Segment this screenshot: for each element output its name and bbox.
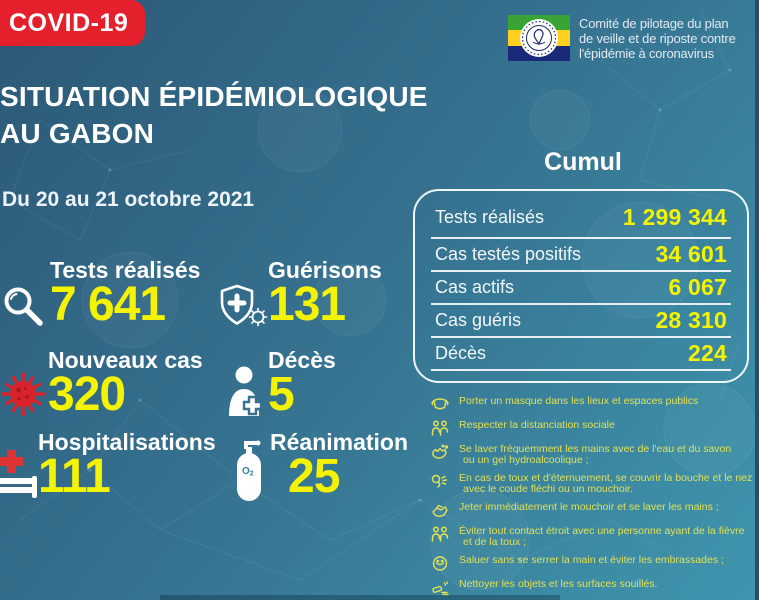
guideline-text: Porter un masque dans les lieux et espac… [459, 396, 698, 407]
guideline-item: Se laver fréquemment les mains avec de l… [430, 444, 759, 466]
stat-label: Décès [268, 347, 336, 373]
gabon-flag-icon [508, 15, 570, 61]
gabon-seal-icon [520, 19, 558, 57]
stat-value: 25 [288, 450, 340, 503]
guideline-text: Nettoyer les objets et les surfaces soui… [459, 579, 657, 590]
committee-logo: Comité de pilotage du plan de veille et … [508, 15, 736, 61]
cumul-row-label: Décès [435, 343, 487, 363]
stat-value: 131 [268, 278, 346, 331]
cumul-row-value: 1 299 344 [622, 203, 727, 230]
svg-text:O2: O2 [242, 466, 254, 478]
cumul-row-label: Tests réalisés [435, 206, 545, 227]
hand-washing-icon [430, 444, 450, 461]
stat-label: Tests réalisés [50, 257, 201, 283]
guideline-item: Nettoyer les objets et les surfaces soui… [430, 579, 759, 596]
bottom-strip [160, 595, 560, 600]
banner-label: COVID-19 [9, 8, 129, 37]
guideline-text: Éviter tout contact étroit avec une pers… [459, 526, 744, 548]
guideline-text: Jeter immédiatement le mouchoir et se la… [459, 502, 719, 513]
cough-elbow-icon [430, 473, 450, 490]
social-distancing-icon [430, 420, 450, 437]
page-title: SITUATION ÉPIDÉMIOLOGIQUE AU GABON [0, 78, 428, 152]
guideline-line: ou un gel hydroalcoolique ; [463, 454, 589, 466]
stat-guerisons: Guérisons 131 [218, 257, 382, 331]
cumul-row: Cas actifs 6 067 [431, 272, 731, 305]
guideline-line: Nettoyer les objets et les surfaces soui… [459, 578, 658, 590]
stat-hospitalisations: Hospitalisations 111 [0, 429, 216, 503]
guideline-item: En cas de toux et d'éternuement, se couv… [430, 473, 759, 495]
committee-name: Comité de pilotage du plan de veille et … [579, 16, 736, 61]
prevention-guidelines: Porter un masque dans les lieux et espac… [430, 396, 759, 600]
stat-label: Hospitalisations [38, 429, 216, 455]
stat-reanimation: O2 Réanimation 25 [236, 430, 408, 502]
committee-name-line: de veille et de riposte contre [579, 30, 736, 46]
guideline-line: Respecter la distanciation sociale [459, 419, 615, 431]
guideline-text: En cas de toux et d'éternuement, se couv… [459, 473, 752, 495]
cumul-heading: Cumul [544, 148, 622, 176]
tissue-disposal-icon [430, 502, 450, 519]
stat-value: 5 [268, 368, 295, 421]
avoid-contact-icon [430, 526, 450, 543]
committee-name-line: Comité de pilotage du plan [579, 15, 729, 31]
cumul-row-label: Cas testés positifs [435, 244, 582, 264]
cumul-row: Cas guéris 28 310 [431, 305, 731, 338]
magnifier-icon [2, 286, 46, 330]
stat-value: 320 [48, 368, 126, 421]
covid19-banner: COVID-19 [0, 0, 146, 46]
page-title-line2: AU GABON [0, 118, 155, 149]
cumul-row: Décès 224 [431, 338, 731, 371]
stat-label: Réanimation [270, 429, 409, 455]
stat-nouveaux-cas: Nouveaux cas 320 [0, 347, 203, 421]
shield-cross-icon [218, 284, 268, 328]
cumul-row-value: 34 601 [655, 241, 727, 267]
guideline-line: et de la toux ; [463, 536, 527, 548]
cumul-row: Tests réalisés 1 299 344 [431, 197, 731, 239]
oxygen-tank-icon: O2 [236, 438, 264, 502]
guideline-text: Saluer sans se serrer la main et éviter … [459, 555, 724, 566]
guideline-line: Porter un masque dans les lieux et espac… [459, 395, 699, 407]
guideline-line: En cas de toux et d'éternuement, se couv… [459, 472, 753, 484]
guideline-line: Éviter tout contact étroit avec une pers… [459, 525, 745, 537]
guideline-line: Saluer sans se serrer la main et éviter … [459, 554, 724, 566]
cumul-row-value: 224 [688, 340, 727, 366]
guideline-line: Se laver fréquemment les mains avec de l… [459, 443, 732, 455]
stat-label: Nouveaux cas [48, 347, 203, 373]
guideline-item: Saluer sans se serrer la main et éviter … [430, 555, 759, 572]
report-period: Du 20 au 21 octobre 2021 [2, 188, 255, 211]
stat-deces: Décès 5 [226, 347, 336, 421]
cumul-row-label: Cas guéris [435, 310, 522, 330]
stat-value: 7 641 [50, 278, 166, 331]
cumul-row-value: 28 310 [655, 307, 727, 333]
virus-icon [0, 370, 48, 418]
guideline-line: avec le coude fléchi ou un mouchoir. [463, 483, 633, 495]
stat-value: 111 [38, 450, 111, 503]
guideline-item: Éviter tout contact étroit avec une pers… [430, 526, 759, 548]
stat-label: Guérisons [268, 257, 382, 283]
mask-icon [430, 396, 450, 413]
no-handshake-icon [430, 555, 450, 572]
stat-tests-realises: Tests réalisés 7 641 [0, 258, 200, 330]
cumul-row-label: Cas actifs [435, 277, 515, 297]
page-title-line1: SITUATION ÉPIDÉMIOLOGIQUE [0, 81, 428, 112]
guideline-item: Porter un masque dans les lieux et espac… [430, 396, 759, 413]
guideline-item: Respecter la distanciation sociale [430, 420, 759, 437]
person-cross-icon [226, 366, 266, 416]
hospital-bed-icon [0, 450, 38, 498]
guideline-item: Jeter immédiatement le mouchoir et se la… [430, 502, 759, 519]
right-edge-strip [755, 0, 759, 600]
guideline-text: Se laver fréquemment les mains avec de l… [459, 444, 731, 466]
cumul-row-value: 6 067 [668, 274, 727, 300]
guideline-text: Respecter la distanciation sociale [459, 420, 615, 431]
clean-surfaces-icon [430, 579, 450, 596]
guideline-line: Jeter immédiatement le mouchoir et se la… [459, 501, 719, 513]
cumul-row: Cas testés positifs 34 601 [431, 239, 731, 272]
cumul-table: Tests réalisés 1 299 344 Cas testés posi… [413, 189, 749, 383]
committee-name-line: l'épidémie à coronavirus [579, 45, 714, 61]
